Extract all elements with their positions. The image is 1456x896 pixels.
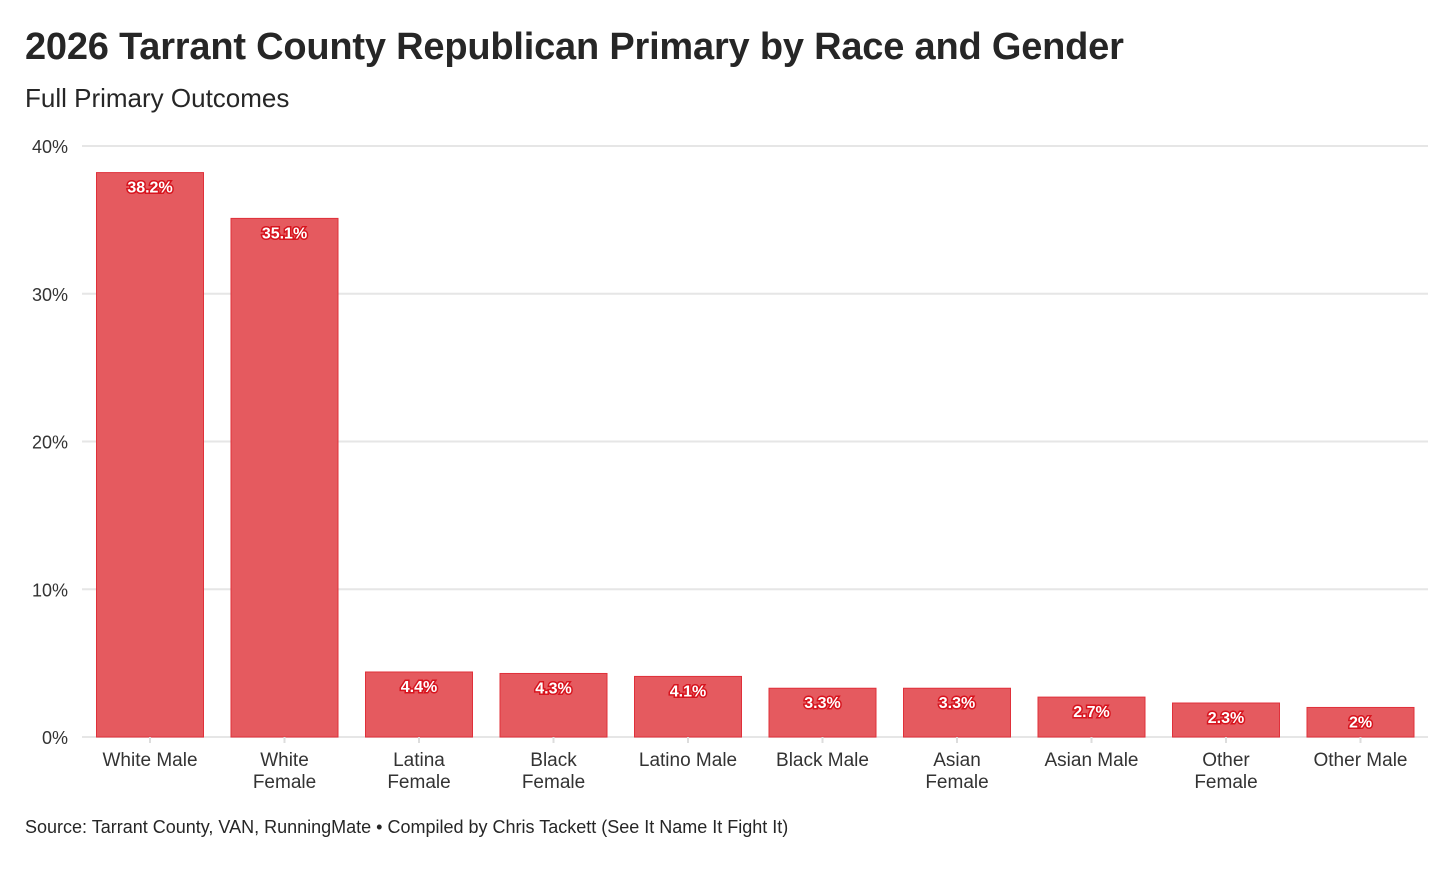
- data-label: 4.4%: [401, 679, 437, 696]
- bar: [499, 672, 608, 738]
- y-tick-label: 10%: [32, 580, 68, 600]
- x-category-label: White Male: [102, 750, 197, 771]
- x-category-label: Black Male: [776, 750, 869, 771]
- data-labels: 38.2% 35.1% 4.4% 4.3% 4.1% 3.3% 3.3% 2.7% 2.3% 2%: [126, 178, 1374, 733]
- data-label: 2.3%: [1208, 710, 1244, 727]
- data-label: 4.1%: [670, 683, 706, 700]
- y-tick-label: 40%: [32, 137, 68, 157]
- bar: [96, 172, 204, 738]
- data-label: 2.7%: [1073, 704, 1109, 721]
- x-category-label: Latina: [393, 750, 445, 771]
- bars: [96, 172, 1415, 738]
- data-label: 3.3%: [939, 695, 975, 712]
- data-label: 35.1%: [262, 225, 307, 242]
- x-category-label: Female: [522, 772, 585, 793]
- bar: [365, 671, 473, 738]
- data-label: 2%: [1349, 714, 1372, 731]
- x-category-label: Female: [387, 772, 450, 793]
- x-category-label: Other: [1202, 750, 1250, 771]
- data-label: 4.3%: [535, 680, 571, 697]
- bar: [768, 687, 877, 738]
- y-tick-label: 30%: [32, 285, 68, 305]
- source-note: Source: Tarrant County, VAN, RunningMate…: [25, 817, 789, 837]
- bar: [230, 217, 339, 738]
- bar: [1306, 706, 1415, 738]
- x-category-label: Latino Male: [639, 750, 737, 771]
- x-category-label: Asian: [933, 750, 981, 771]
- data-label: 3.3%: [804, 695, 840, 712]
- chart-subtitle: Full Primary Outcomes: [25, 83, 290, 113]
- data-label: 38.2%: [127, 180, 172, 197]
- y-axis-ticks: 0% 10% 20% 30% 40%: [32, 137, 68, 748]
- bar: [1172, 702, 1280, 738]
- y-tick-label: 20%: [32, 433, 68, 453]
- x-category-label: Female: [253, 772, 316, 793]
- x-category-label: Female: [925, 772, 988, 793]
- x-category-label: Female: [1194, 772, 1257, 793]
- x-category-label: Black: [530, 750, 577, 771]
- bar: [634, 675, 742, 738]
- y-tick-label: 0%: [42, 728, 68, 748]
- x-category-label: White: [260, 750, 309, 771]
- x-axis-labels: White Male WhiteFemaleLatinaFemaleBlackFe…: [102, 737, 1407, 793]
- chart-title: 2026 Tarrant County Republican Primary b…: [25, 26, 1124, 68]
- x-category-label: Asian Male: [1045, 750, 1139, 771]
- x-category-label: Other Male: [1314, 750, 1408, 771]
